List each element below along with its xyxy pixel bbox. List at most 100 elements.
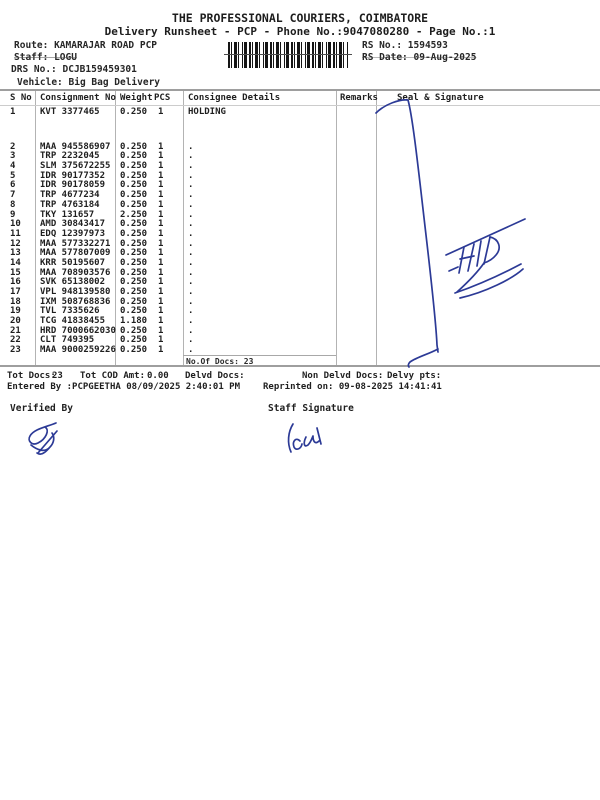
row-sno: 5	[10, 170, 16, 181]
row-weight: 0.250	[120, 228, 148, 239]
row-pcs: 1	[158, 335, 164, 346]
row-consignment: TKY 131657	[40, 209, 95, 220]
row-consignee: .	[188, 170, 194, 181]
row-consignment: MAA 577807009	[40, 248, 111, 259]
row-pcs: 1	[158, 267, 164, 278]
col-header-consignee: Consignee Details	[188, 93, 281, 103]
row-weight: 2.250	[120, 209, 148, 220]
row-sno: 21	[10, 325, 21, 336]
row-consignment: TVL 7335626	[40, 306, 100, 317]
row-pcs: 1	[158, 287, 164, 297]
row-pcs: 1	[158, 190, 164, 201]
row-consignee: .	[188, 335, 194, 346]
table-row: 23 MAA 9000259226 0.250 1 .	[0, 345, 600, 355]
table-row: 9 TKY 131657 2.250 1 .	[0, 210, 600, 220]
row-sno: 18	[10, 296, 21, 307]
row-consignee: .	[188, 199, 194, 210]
row-consignee: .	[188, 248, 194, 259]
row-sno: 17	[10, 287, 21, 297]
row-weight: 0.250	[120, 151, 148, 162]
table-row: 19 TVL 7335626 0.250 1 .	[0, 306, 600, 316]
row-weight: 0.250	[120, 325, 148, 336]
barcode-icon	[228, 42, 348, 68]
docs-count-rule	[183, 355, 336, 356]
row-pcs: 1	[158, 277, 164, 288]
non-delvd-docs-label: Non Delvd Docs:	[302, 371, 384, 381]
row-weight: 0.250	[120, 190, 148, 201]
staff-signature-label: Staff Signature	[268, 403, 354, 414]
row-weight: 0.250	[120, 141, 148, 152]
row-consignment: IDR 90178059	[40, 180, 106, 191]
row-consignment: IXM 508768836	[40, 296, 111, 307]
row-consignment: EDQ 12397973	[40, 228, 106, 239]
row-sno: 4	[10, 161, 16, 172]
column-divider	[183, 91, 184, 365]
row-weight: 0.250	[120, 248, 148, 259]
row-pcs: 1	[158, 257, 164, 268]
staff-signature-ink	[287, 423, 322, 453]
row-pcs: 1	[158, 219, 164, 230]
row-sno: 3	[10, 151, 16, 162]
row-weight: 0.250	[120, 257, 148, 268]
verified-by-label: Verified By	[10, 403, 73, 414]
table-row: 12 MAA 577332271 0.250 1 .	[0, 239, 600, 249]
row-pcs: 1	[158, 316, 164, 327]
row-weight: 0.250	[120, 345, 148, 356]
table-row: 14 KRR 50195607 0.250 1 .	[0, 258, 600, 268]
table-row: 7 TRP 4677234 0.250 1 .	[0, 190, 600, 200]
row-consignment: KVT 3377465	[40, 107, 100, 117]
row-consignment: MAA 945586907	[40, 141, 111, 152]
staff-label: Staff:	[14, 52, 49, 63]
delvy-pts-label: Delvy pts:	[387, 371, 442, 381]
row-pcs: 1	[158, 161, 164, 172]
drs-line: DRS No.: DCJB159459301	[11, 64, 137, 75]
row-pcs: 1	[158, 141, 164, 152]
row-weight: 1.180	[120, 316, 148, 327]
table-row: 5 IDR 90177352 0.250 1 .	[0, 171, 600, 181]
table-body: 1 KVT 3377465 0.250 1 HOLDING 2 MAA 9455…	[0, 107, 600, 355]
row-consignment: CLT 749395	[40, 335, 95, 346]
table-row: 10 AMD 30843417 0.250 1 .	[0, 219, 600, 229]
tot-cod-label: Tot COD Amt:	[80, 371, 146, 381]
runsheet-subtitle: Delivery Runsheet - PCP - Phone No.:9047…	[104, 25, 496, 38]
row-consignment: KRR 50195607	[40, 257, 106, 268]
row-consignee: .	[188, 238, 194, 249]
row-sno: 23	[10, 345, 21, 356]
route-line: Route: KAMARAJAR ROAD PCP	[14, 40, 157, 51]
staff-value: LOGU	[54, 52, 77, 63]
row-consignment: TRP 4763184	[40, 199, 100, 210]
row-consignee: .	[188, 209, 194, 220]
row-sno: 14	[10, 257, 21, 268]
row-consignee: .	[188, 190, 194, 201]
table-row: 11 EDQ 12397973 0.250 1 .	[0, 229, 600, 239]
barcode-scanline	[224, 54, 352, 55]
col-header-pcs: PCS	[154, 93, 171, 103]
row-sno: 22	[10, 335, 21, 346]
row-weight: 0.250	[120, 161, 148, 172]
row-weight: 0.250	[120, 180, 148, 191]
row-consignee: .	[188, 180, 194, 191]
row-sno: 13	[10, 248, 21, 259]
row-consignment: MAA 9000259226	[40, 345, 116, 356]
row-pcs: 1	[158, 296, 164, 307]
row-sno: 15	[10, 267, 21, 278]
table-row: 4 SLM 375672255 0.250 1 .	[0, 161, 600, 171]
drs-value: DCJB159459301	[62, 64, 137, 75]
tot-cod-value: 0.00	[147, 371, 169, 381]
row-pcs: 1	[158, 170, 164, 181]
table-header-row: S No Consignment No Weight PCS Consignee…	[0, 93, 600, 105]
table-row: 3 TRP 2232045 0.250 1 .	[0, 151, 600, 161]
row-sno: 10	[10, 219, 21, 230]
no-of-docs: No.Of Docs: 23	[186, 357, 254, 366]
table-row: 1 KVT 3377465 0.250 1 HOLDING	[0, 107, 600, 117]
table-row: 17 VPL 948139580 0.250 1 .	[0, 287, 600, 297]
entered-by-line: Entered By :PCPGEETHA 08/09/2025 2:40:01…	[7, 382, 240, 392]
row-sno: 16	[10, 277, 21, 288]
vehicle-label: Vehicle:	[17, 77, 63, 88]
row-sno: 7	[10, 190, 16, 201]
row-pcs: 1	[158, 209, 164, 220]
vehicle-line: Vehicle: Big Bag Delivery	[17, 77, 160, 88]
table-row: 22 CLT 749395 0.250 1 .	[0, 335, 600, 345]
tot-docs-label: Tot Docs:	[7, 371, 56, 381]
row-weight: 0.250	[120, 170, 148, 181]
